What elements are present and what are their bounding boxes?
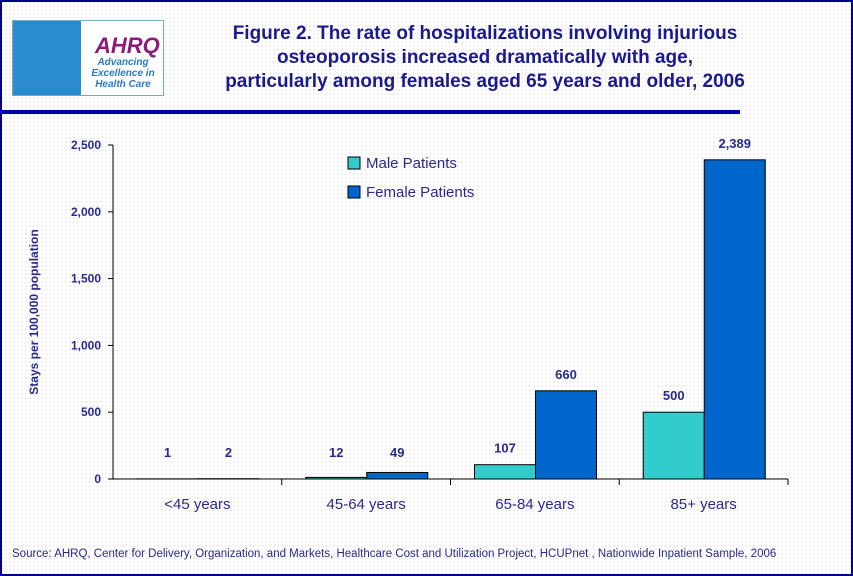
title-line: particularly among females aged 65 years… xyxy=(225,71,745,92)
ahrq-logo-text: AHRQ xyxy=(95,33,160,58)
y-tick-label: 1,000 xyxy=(71,338,101,352)
x-tick-label: 85+ years xyxy=(670,496,736,513)
bar-male xyxy=(642,411,705,480)
y-tick-label: 1,500 xyxy=(71,272,101,286)
data-label: 660 xyxy=(555,367,577,382)
data-label: 12 xyxy=(329,445,343,460)
bar-female xyxy=(366,471,429,480)
x-tick-label: 45-64 years xyxy=(327,496,406,513)
legend-swatch xyxy=(347,156,361,170)
data-label: 2 xyxy=(225,445,232,460)
hhs-seal-icon xyxy=(13,21,81,95)
legend-label: Male Patients xyxy=(366,155,457,172)
y-tick-label: 2,500 xyxy=(71,138,101,152)
x-tick-label: 65-84 years xyxy=(495,496,574,513)
ahrq-tagline: Advancing Excellence in Health Care xyxy=(91,57,155,90)
bar-female xyxy=(535,390,597,480)
y-tick-label: 2,000 xyxy=(71,205,101,219)
chart-title: Figure 2. The rate of hospitalizations i… xyxy=(190,22,780,94)
legend-label: Female Patients xyxy=(366,184,474,201)
legend-swatch xyxy=(347,185,361,199)
title-line: Figure 2. The rate of hospitalizations i… xyxy=(232,23,738,44)
y-axis-label: Stays per 100,000 population xyxy=(27,229,41,394)
x-tick-label: <45 years xyxy=(164,496,230,513)
bar-male xyxy=(474,464,536,480)
y-tick-label: 0 xyxy=(94,472,101,486)
ahrq-logo: AHRQ Advancing Excellence in Health Care xyxy=(12,20,164,96)
source-note: Source: AHRQ, Center for Delivery, Organ… xyxy=(12,548,777,560)
bar-female xyxy=(703,159,766,480)
divider xyxy=(0,110,740,114)
data-label: 1 xyxy=(164,445,171,460)
data-label: 500 xyxy=(663,388,685,403)
y-tick-label: 500 xyxy=(81,405,101,419)
data-label: 107 xyxy=(494,441,516,456)
title-line: osteoporosis increased dramatically with… xyxy=(276,47,694,68)
data-label: 2,389 xyxy=(718,136,751,151)
data-label: 49 xyxy=(390,445,404,460)
